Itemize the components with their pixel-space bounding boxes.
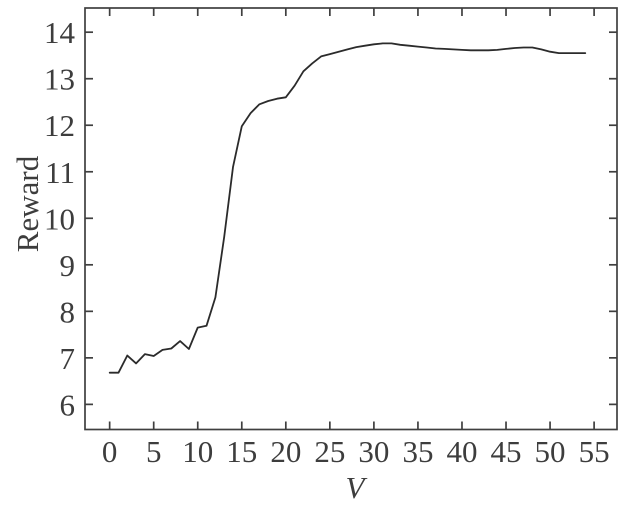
y-tick-label: 7 — [60, 341, 76, 376]
y-tick-label: 9 — [60, 248, 76, 283]
y-tick-label: 13 — [44, 62, 75, 97]
y-tick-label: 8 — [60, 294, 76, 329]
axes-layer: 0 5 10 15 20 25 30 35 40 45 50 55 6 7 8 9 10 11 12 13 14 — [44, 7, 618, 469]
x-tick-label: 25 — [314, 434, 345, 469]
plot-border — [84, 7, 618, 431]
reward-curve — [108, 42, 587, 374]
series-layer — [108, 42, 587, 374]
y-tick-label: 10 — [44, 201, 75, 236]
x-tick-label: 30 — [358, 434, 389, 469]
x-tick-label: 55 — [579, 434, 610, 469]
x-tick-label: 15 — [226, 434, 257, 469]
y-tick-label: 11 — [45, 155, 75, 190]
x-tick-label: 0 — [102, 434, 118, 469]
x-axis-label: V — [346, 470, 368, 505]
x-tick-label: 40 — [446, 434, 477, 469]
x-tick-label: 5 — [146, 434, 162, 469]
x-tick-label: 35 — [402, 434, 433, 469]
y-axis-label: Reward — [10, 155, 45, 252]
y-tick-label: 12 — [44, 108, 75, 143]
x-tick-label: 20 — [270, 434, 301, 469]
x-tick-label: 10 — [182, 434, 213, 469]
x-tick-label: 50 — [535, 434, 566, 469]
x-tick-label: 45 — [491, 434, 522, 469]
y-tick-label: 14 — [44, 15, 76, 50]
y-tick-label: 6 — [60, 387, 76, 422]
